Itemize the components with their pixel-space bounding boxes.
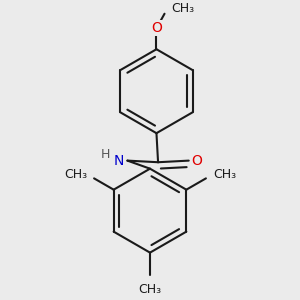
Text: H: H (101, 148, 111, 161)
Text: O: O (191, 154, 202, 168)
Text: N: N (113, 154, 124, 168)
Text: O: O (151, 21, 162, 35)
Text: CH₃: CH₃ (171, 2, 194, 15)
Text: CH₃: CH₃ (138, 283, 162, 296)
Text: CH₃: CH₃ (64, 168, 87, 181)
Text: CH₃: CH₃ (213, 168, 236, 181)
